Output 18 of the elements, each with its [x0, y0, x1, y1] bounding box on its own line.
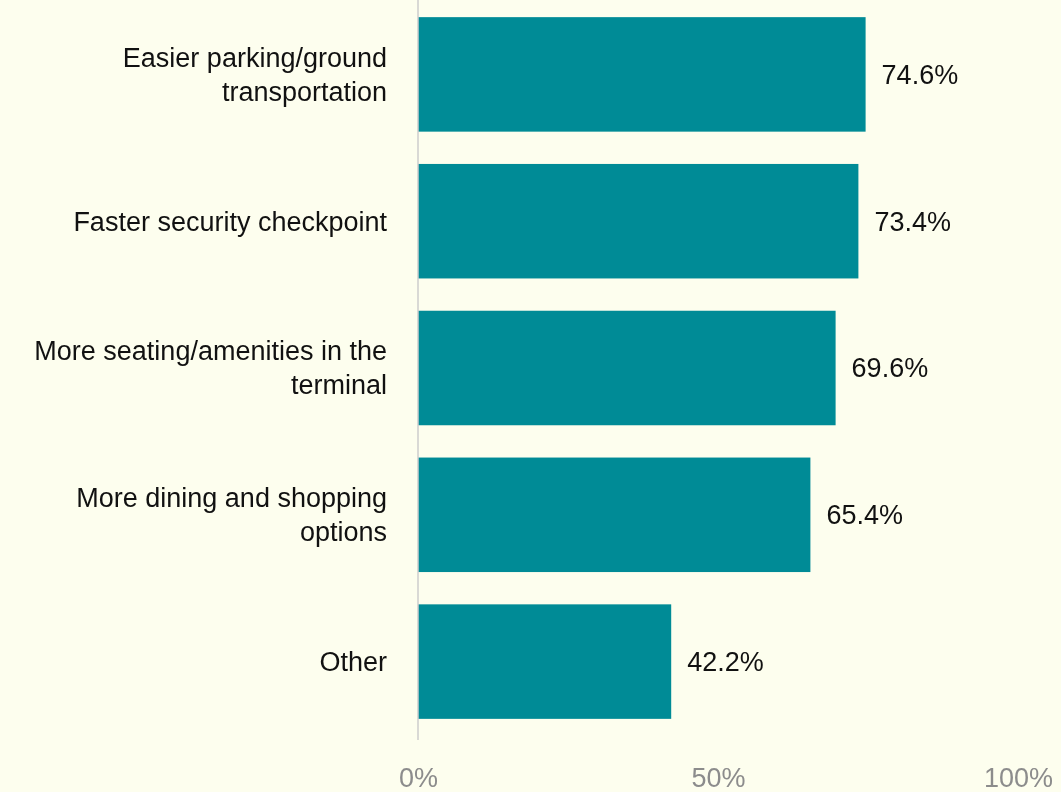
x-tick-label: 50% — [691, 763, 746, 792]
x-tick-label: 0% — [398, 763, 439, 792]
bar — [418, 163, 859, 279]
y-tick-label: Faster security checkpoint — [73, 206, 388, 237]
data-label: 42.2% — [687, 647, 764, 678]
y-tick-label: Easier parking/ground transportation — [122, 42, 387, 107]
x-tick-label: 100% — [983, 763, 1054, 792]
bar — [418, 604, 672, 719]
bar — [418, 17, 866, 132]
y-tick-label: More dining and shopping options — [76, 483, 387, 548]
data-label: 65.4% — [826, 500, 903, 531]
data-label: 69.6% — [851, 353, 929, 384]
bar — [418, 310, 836, 426]
data-label: 74.6% — [881, 59, 959, 90]
y-tick-label: Other — [319, 647, 387, 678]
y-tick-label: More seating/amenities in the terminal — [34, 336, 387, 401]
data-label: 73.4% — [874, 206, 951, 237]
bar — [418, 457, 811, 573]
